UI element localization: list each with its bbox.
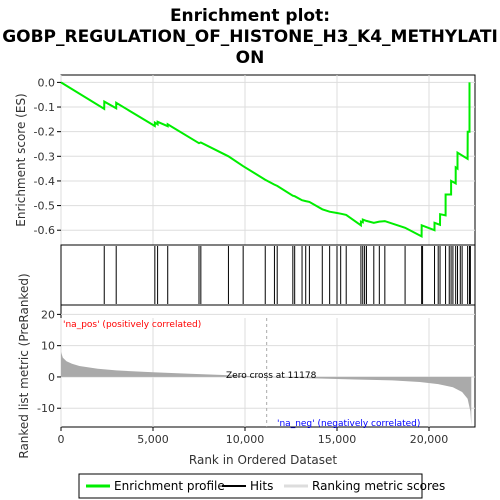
es-tick-label: 0.0 bbox=[38, 76, 56, 89]
metric-tick-label: 10 bbox=[41, 340, 55, 353]
title-line1: Enrichment plot: bbox=[170, 6, 330, 26]
es-tick-label: -0.3 bbox=[34, 150, 55, 163]
x-axis-label: Rank in Ordered Dataset bbox=[189, 453, 337, 467]
es-tick-label: -0.4 bbox=[34, 175, 55, 188]
x-tick-label: 0 bbox=[58, 433, 65, 446]
x-tick-label: 5,000 bbox=[137, 433, 169, 446]
legend: Enrichment profile Hits Ranking metric s… bbox=[78, 473, 445, 499]
negative-correlation-label: 'na_neg' (negatively correlated) bbox=[277, 419, 420, 429]
es-axis-label: Enrichment score (ES) bbox=[14, 93, 28, 226]
metric-panel: 20 10 0 -10 'na_pos' (positively correlated… bbox=[17, 273, 476, 459]
es-tick-label: -0.6 bbox=[34, 224, 55, 237]
es-panel-frame bbox=[60, 74, 476, 246]
es-tick-label: -0.5 bbox=[34, 200, 55, 213]
metric-axis-label: Ranked list metric (PreRanked) bbox=[17, 273, 31, 458]
x-tick-label: 10,000 bbox=[226, 433, 265, 446]
hits-panel-frame bbox=[60, 244, 476, 306]
legend-hits: Hits bbox=[250, 479, 273, 493]
hits-panel bbox=[60, 244, 476, 306]
es-tick-label: -0.1 bbox=[34, 101, 55, 114]
es-tick-label: -0.2 bbox=[34, 126, 55, 139]
zero-cross-label: Zero cross at 11178 bbox=[226, 371, 317, 381]
x-tick-label: 15,000 bbox=[318, 433, 357, 446]
es-axis-ticks: 0.0 -0.1 -0.2 -0.3 -0.4 -0.5 -0.6 bbox=[34, 76, 61, 237]
metric-axis-ticks: 20 10 0 -10 bbox=[37, 308, 61, 415]
es-gridlines bbox=[60, 75, 475, 245]
metric-tick-label: 0 bbox=[48, 371, 55, 384]
metric-panel-frame bbox=[60, 304, 476, 428]
legend-ranking-metric-scores: Ranking metric scores bbox=[312, 479, 445, 493]
metric-tick-label: 20 bbox=[41, 308, 55, 321]
title-line2: GOBP_REGULATION_OF_HISTONE_H3_K4_METHYLA… bbox=[2, 27, 498, 47]
title-line3: ON bbox=[236, 48, 265, 68]
positive-correlation-label: 'na_pos' (positively correlated) bbox=[63, 320, 201, 330]
x-axis-ticks: 0 5,000 10,000 15,000 20,000 bbox=[58, 427, 449, 446]
es-panel: 0.0 -0.1 -0.2 -0.3 -0.4 -0.5 -0.6 Enrichment s… bbox=[14, 74, 476, 246]
legend-enrichment-profile: Enrichment profile bbox=[114, 479, 225, 493]
x-tick-label: 20,000 bbox=[410, 433, 449, 446]
hit-marks bbox=[103, 246, 471, 304]
legend-box bbox=[78, 473, 423, 499]
metric-tick-label: -10 bbox=[37, 402, 55, 415]
enrichment-profile-line bbox=[60, 81, 471, 239]
